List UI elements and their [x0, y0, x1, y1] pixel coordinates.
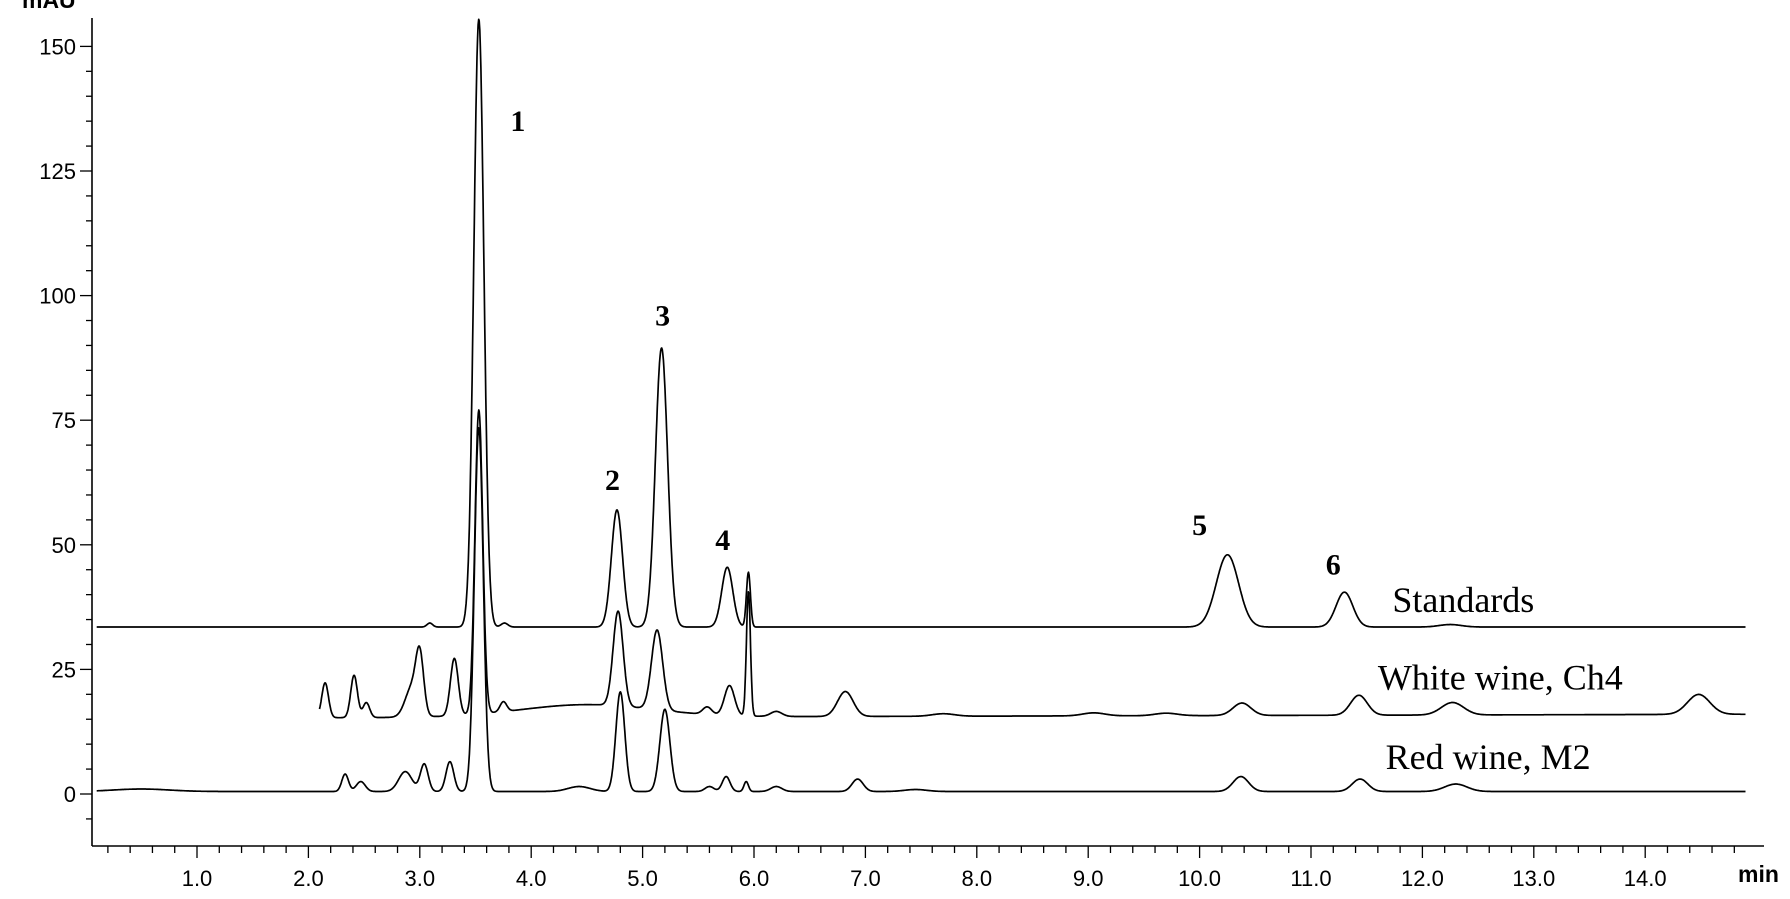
peak-labels: 1 2 3 4 5 6 — [510, 105, 1340, 582]
x-tick-label: 1.0 — [182, 866, 213, 891]
x-tick-label: 12.0 — [1401, 866, 1444, 891]
peak-label-2: 2 — [605, 464, 620, 497]
y-tick-label: 0 — [64, 782, 76, 807]
plot-frame — [91, 18, 1764, 847]
x-tick-label: 4.0 — [516, 866, 547, 891]
x-tick-label: 14.0 — [1624, 866, 1667, 891]
peak-label-1: 1 — [510, 105, 525, 138]
series-label-2: White wine, Ch4 — [1378, 657, 1623, 697]
y-tick-label: 75 — [52, 408, 76, 433]
series-trace-2 — [318, 409, 1746, 719]
x-tick-label: 5.0 — [627, 866, 658, 891]
y-tick-label: 100 — [39, 284, 76, 309]
series-trace-3 — [96, 427, 1746, 793]
series-trace-1 — [96, 18, 1746, 628]
x-tick-label: 11.0 — [1290, 866, 1331, 891]
y-tick-label: 50 — [52, 533, 76, 558]
y-axis-label: mAU — [22, 0, 76, 13]
x-tick-label: 2.0 — [293, 866, 324, 891]
x-tick-label: 7.0 — [850, 866, 881, 891]
peak-label-4: 4 — [715, 524, 730, 557]
y-axis-ticks: 0 25 50 75 100 125 150 — [39, 34, 92, 820]
peak-label-3: 3 — [655, 300, 670, 333]
series-label-1: Standards — [1392, 580, 1534, 620]
x-tick-label: 8.0 — [962, 866, 993, 891]
x-axis-ticks: 1.0 2.0 3.0 4.0 5.0 6.0 7.0 8.0 9.0 10.0 11.0 12.0 1… — [107, 846, 1735, 891]
series-labels: Standards White wine, Ch4 Red wine, M2 — [1378, 580, 1623, 777]
series-label-3: Red wine, M2 — [1386, 737, 1591, 777]
x-tick-label: 6.0 — [739, 866, 770, 891]
x-tick-label: 13.0 — [1512, 866, 1555, 891]
y-tick-label: 25 — [52, 657, 76, 682]
x-tick-label: 3.0 — [405, 866, 436, 891]
x-axis-label: min — [1738, 861, 1779, 887]
series-traces — [96, 18, 1746, 793]
y-tick-label: 125 — [39, 159, 76, 184]
peak-label-6: 6 — [1326, 549, 1341, 582]
x-tick-label: 9.0 — [1073, 866, 1104, 891]
x-tick-label: 10.0 — [1178, 866, 1221, 891]
y-tick-label: 150 — [39, 34, 76, 59]
peak-label-5: 5 — [1192, 509, 1207, 542]
